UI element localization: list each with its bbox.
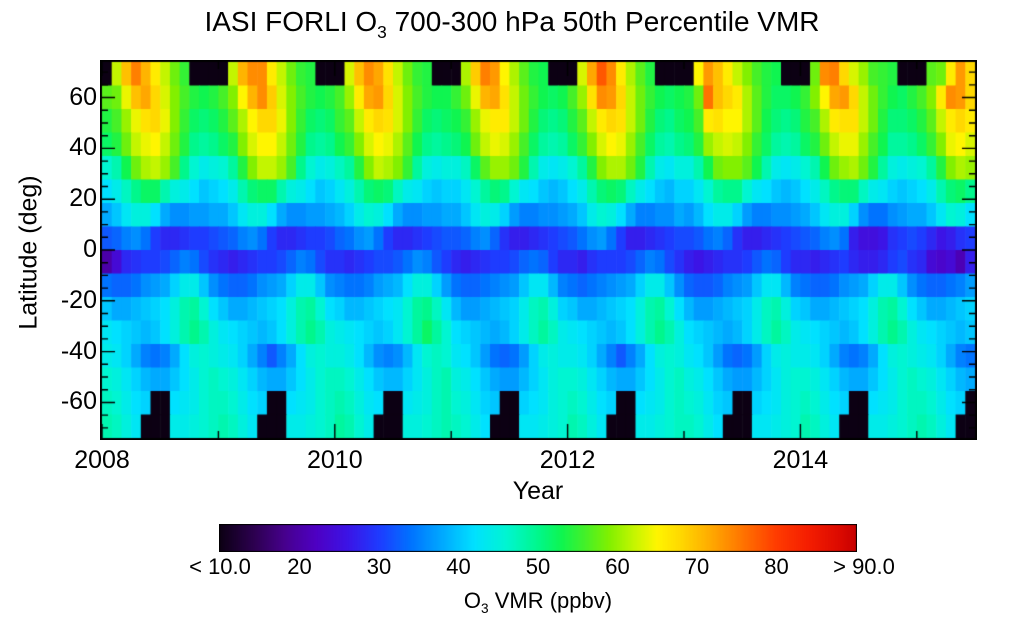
colorbar [219,524,857,552]
y-tick-label: 20 [69,184,97,213]
chart-title-text: IASI FORLI O [204,6,378,37]
colorbar-tick-label: 40 [446,554,471,579]
colorbar-label-subscript: 3 [481,601,489,617]
y-tick-label: -40 [60,336,97,365]
y-tick-label: 60 [69,82,97,111]
chart-title-subscript: 3 [377,21,387,42]
colorbar-label-text-suffix: VMR (ppbv) [488,588,613,613]
colorbar-tick-label: < 10.0 [189,554,251,579]
colorbar-tick-label: 60 [605,554,630,579]
x-tick-label: 2014 [772,446,829,474]
heatmap-plot-area [100,60,977,440]
y-tick-label: 40 [69,133,97,162]
x-tick-label: 2008 [74,446,130,474]
y-tick-label: -60 [60,387,97,416]
colorbar-tick-label: > 90.0 [833,554,895,579]
x-tick-label: 2012 [539,446,596,474]
y-tick-label: -20 [60,285,97,314]
colorbar-tick-label: 20 [287,554,312,579]
x-tick-label: 2010 [306,446,363,474]
chart-title-text-suffix: 700-300 hPa 50th Percentile VMR [386,6,820,37]
x-axis-label: Year [512,477,564,505]
colorbar-label-text: O [463,588,482,613]
chart-title: IASI FORLI O3 700-300 hPa 50th Percentil… [0,6,1024,42]
colorbar-tick-label: 80 [764,554,789,579]
colorbar-axis-label: O3 VMR (ppbv) [388,588,688,617]
y-tick-label: 0 [83,235,97,263]
colorbar-tick-label: 70 [684,554,710,579]
colorbar-tick-label: 50 [525,554,551,579]
colorbar-tick-label: 30 [366,554,392,579]
